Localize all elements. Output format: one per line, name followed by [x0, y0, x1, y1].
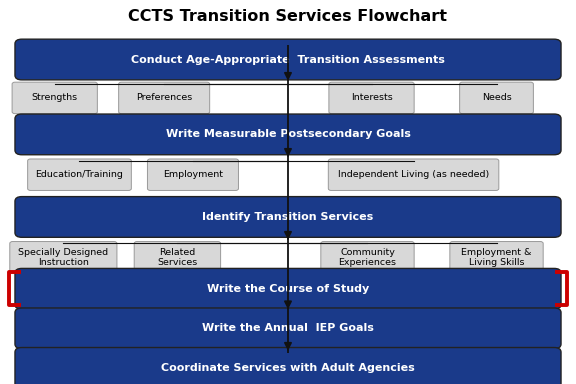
Text: Community
Experiences: Community Experiences: [339, 248, 396, 267]
Text: Identify Transition Services: Identify Transition Services: [202, 212, 374, 222]
Text: Employment: Employment: [163, 170, 223, 179]
Text: Coordinate Services with Adult Agencies: Coordinate Services with Adult Agencies: [161, 363, 415, 373]
FancyBboxPatch shape: [119, 82, 210, 114]
Text: Specially Designed
Instruction: Specially Designed Instruction: [18, 248, 108, 267]
FancyBboxPatch shape: [147, 159, 238, 190]
Text: Employment &
Living Skills: Employment & Living Skills: [461, 248, 532, 267]
FancyBboxPatch shape: [450, 242, 543, 273]
Text: Preferences: Preferences: [136, 93, 192, 103]
FancyBboxPatch shape: [12, 82, 97, 114]
Text: Strengths: Strengths: [32, 93, 78, 103]
FancyBboxPatch shape: [15, 268, 561, 309]
Text: Related
Services: Related Services: [157, 248, 198, 267]
FancyBboxPatch shape: [460, 82, 533, 114]
FancyBboxPatch shape: [15, 39, 561, 80]
Text: Write the Course of Study: Write the Course of Study: [207, 284, 369, 294]
FancyBboxPatch shape: [134, 242, 221, 273]
Text: Needs: Needs: [482, 93, 511, 103]
FancyBboxPatch shape: [15, 308, 561, 349]
FancyBboxPatch shape: [328, 159, 499, 190]
Text: Conduct Age-Appropriate  Transition Assessments: Conduct Age-Appropriate Transition Asses…: [131, 55, 445, 65]
Text: Interests: Interests: [351, 93, 392, 103]
Text: Write Measurable Postsecondary Goals: Write Measurable Postsecondary Goals: [165, 129, 411, 139]
Text: Education/Training: Education/Training: [36, 170, 123, 179]
FancyBboxPatch shape: [10, 242, 117, 273]
Text: Write the Annual  IEP Goals: Write the Annual IEP Goals: [202, 323, 374, 333]
FancyBboxPatch shape: [15, 197, 561, 237]
FancyBboxPatch shape: [321, 242, 414, 273]
FancyBboxPatch shape: [15, 114, 561, 155]
Text: Independent Living (as needed): Independent Living (as needed): [338, 170, 489, 179]
FancyBboxPatch shape: [28, 159, 131, 190]
FancyBboxPatch shape: [329, 82, 414, 114]
Text: CCTS Transition Services Flowchart: CCTS Transition Services Flowchart: [128, 8, 448, 24]
FancyBboxPatch shape: [15, 348, 561, 384]
